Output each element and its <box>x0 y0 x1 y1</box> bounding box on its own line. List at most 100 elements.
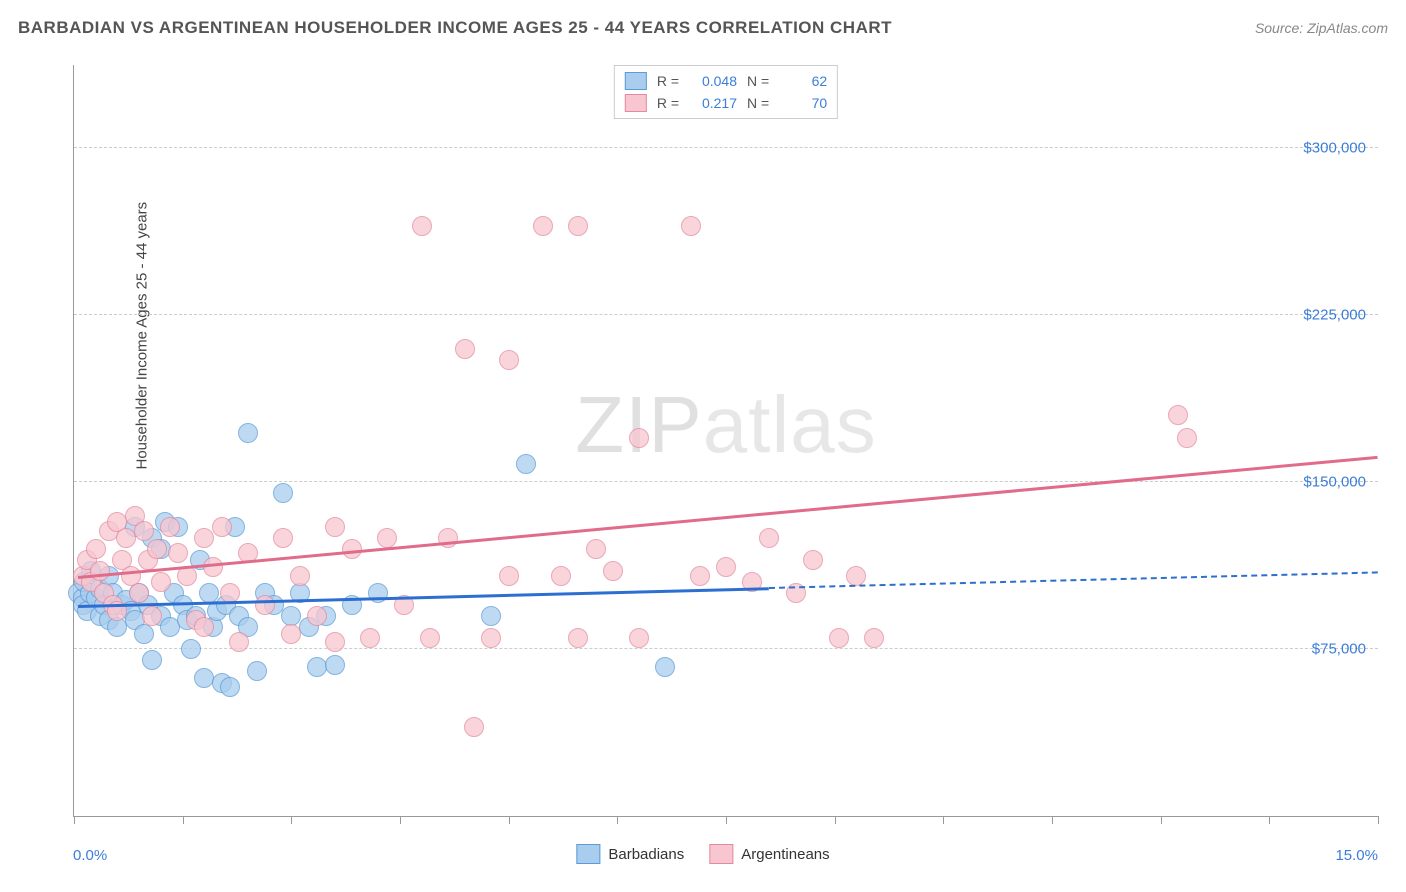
n-value-barbadians: 62 <box>779 73 827 89</box>
data-point <box>846 566 866 586</box>
legend-item-argentineans: Argentineans <box>709 844 829 864</box>
legend-swatch-icon <box>709 844 733 864</box>
data-point <box>516 454 536 474</box>
x-tick <box>726 816 727 824</box>
y-tick-label: $300,000 <box>1303 140 1366 157</box>
data-point <box>377 528 397 548</box>
x-tick <box>183 816 184 824</box>
data-point <box>681 216 701 236</box>
x-tick <box>509 816 510 824</box>
data-point <box>499 566 519 586</box>
data-point <box>325 655 345 675</box>
data-point <box>273 528 293 548</box>
data-point <box>134 624 154 644</box>
data-point <box>499 350 519 370</box>
data-point <box>134 521 154 541</box>
correlation-legend: R = 0.048 N = 62 R = 0.217 N = 70 <box>614 65 838 119</box>
x-tick <box>400 816 401 824</box>
data-point <box>290 566 310 586</box>
data-point <box>212 517 232 537</box>
y-tick-label: $225,000 <box>1303 307 1366 324</box>
data-point <box>481 606 501 626</box>
legend-row-argentineans: R = 0.217 N = 70 <box>625 92 827 114</box>
data-point <box>481 628 501 648</box>
x-tick <box>617 816 618 824</box>
x-tick <box>1052 816 1053 824</box>
gridline <box>74 648 1378 649</box>
n-label: N = <box>747 95 769 111</box>
data-point <box>220 677 240 697</box>
y-tick-label: $75,000 <box>1312 641 1366 658</box>
legend-item-barbadians: Barbadians <box>576 844 684 864</box>
data-point <box>551 566 571 586</box>
data-point <box>168 543 188 563</box>
data-point <box>629 428 649 448</box>
data-point <box>803 550 823 570</box>
data-point <box>325 632 345 652</box>
n-label: N = <box>747 73 769 89</box>
x-tick <box>1161 816 1162 824</box>
data-point <box>255 595 275 615</box>
source-attribution: Source: ZipAtlas.com <box>1255 20 1388 36</box>
data-point <box>586 539 606 559</box>
x-tick <box>291 816 292 824</box>
r-value-argentineans: 0.217 <box>689 95 737 111</box>
data-point <box>142 606 162 626</box>
data-point <box>325 517 345 537</box>
legend-swatch-icon <box>625 72 647 90</box>
x-tick <box>835 816 836 824</box>
data-point <box>129 583 149 603</box>
data-point <box>1177 428 1197 448</box>
data-point <box>533 216 553 236</box>
data-point <box>829 628 849 648</box>
legend-swatch-icon <box>625 94 647 112</box>
data-point <box>568 216 588 236</box>
data-point <box>86 539 106 559</box>
r-value-barbadians: 0.048 <box>689 73 737 89</box>
data-point <box>568 628 588 648</box>
r-label: R = <box>657 73 679 89</box>
gridline <box>74 481 1378 482</box>
gridline <box>74 314 1378 315</box>
data-point <box>194 617 214 637</box>
data-point <box>464 717 484 737</box>
data-point <box>368 583 388 603</box>
series-legend: Barbadians Argentineans <box>576 844 829 864</box>
watermark: ZIPatlas <box>575 379 876 471</box>
data-point <box>160 517 180 537</box>
data-point <box>247 661 267 681</box>
data-point <box>181 639 201 659</box>
x-tick <box>1269 816 1270 824</box>
data-point <box>603 561 623 581</box>
data-point <box>716 557 736 577</box>
data-point <box>229 632 249 652</box>
data-point <box>655 657 675 677</box>
x-tick <box>1378 816 1379 824</box>
x-axis-min-label: 0.0% <box>73 847 107 864</box>
data-point <box>238 423 258 443</box>
legend-label: Argentineans <box>741 846 829 863</box>
data-point <box>194 528 214 548</box>
data-point <box>147 539 167 559</box>
data-point <box>690 566 710 586</box>
r-label: R = <box>657 95 679 111</box>
gridline <box>74 147 1378 148</box>
data-point <box>864 628 884 648</box>
data-point <box>151 572 171 592</box>
data-point <box>90 561 110 581</box>
data-point <box>420 628 440 648</box>
data-point <box>759 528 779 548</box>
data-point <box>203 557 223 577</box>
chart-header: BARBADIAN VS ARGENTINEAN HOUSEHOLDER INC… <box>18 18 1388 38</box>
chart-title: BARBADIAN VS ARGENTINEAN HOUSEHOLDER INC… <box>18 18 892 38</box>
plot-area: ZIPatlas R = 0.048 N = 62 R = 0.217 N = … <box>73 65 1378 817</box>
y-tick-label: $150,000 <box>1303 474 1366 491</box>
data-point <box>142 650 162 670</box>
data-point <box>455 339 475 359</box>
data-point <box>360 628 380 648</box>
x-axis-max-label: 15.0% <box>1335 847 1378 864</box>
legend-row-barbadians: R = 0.048 N = 62 <box>625 70 827 92</box>
legend-swatch-icon <box>576 844 600 864</box>
chart-container: Householder Income Ages 25 - 44 years ZI… <box>18 50 1388 872</box>
x-tick <box>943 816 944 824</box>
